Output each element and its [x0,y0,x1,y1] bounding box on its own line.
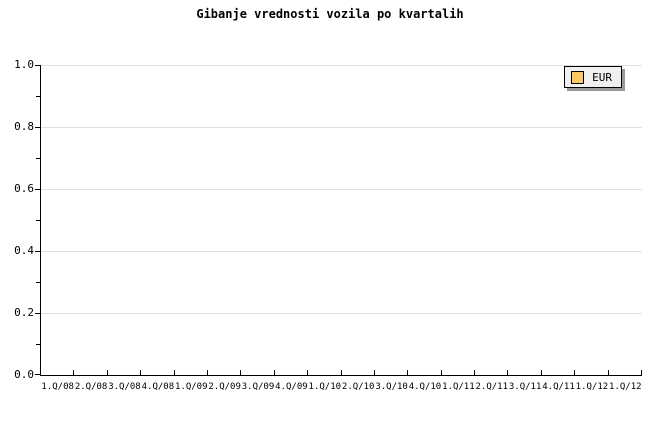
x-tick [541,370,542,375]
y-tick-label: 0.0 [14,368,34,381]
x-tick [441,370,442,375]
y-tick-label: 0.6 [14,182,34,195]
y-minor-tick [36,96,41,97]
x-tick [140,370,141,375]
y-tick-major [35,313,41,314]
y-tick-major [35,251,41,252]
plot-area: 0.0 0.2 0.4 0.6 0.8 1.0 1.Q/08 2.Q/08 3.Q/08 4.Q/… [14,58,642,392]
x-tick-label: 4.Q/09 [275,382,308,392]
y-minor-tick [36,282,41,283]
x-tick [174,370,175,375]
x-tick [107,370,108,375]
x-tick-label: 3.Q/10 [375,382,408,392]
x-tick-label: 1.Q/09 [174,382,208,392]
x-tick-label: 1.Q/08 [41,382,74,392]
x-tick [73,370,74,375]
x-tick [407,370,408,375]
x-tick [641,370,642,375]
x-tick [274,370,275,375]
x-tick-label: 4.Q/10 [408,382,442,392]
x-tick-label: 4.Q/11 [542,382,575,392]
y-tick-major [35,374,41,375]
y-tick-label: 0.2 [14,306,34,319]
x-tick [207,370,208,375]
y-minor-tick [36,220,41,221]
x-tick-label: 3.Q/08 [108,382,141,392]
y-gridline [41,251,642,252]
x-tick-label: 2.Q/09 [208,382,241,392]
y-tick-major [35,65,41,66]
x-tick-label: 2.Q/10 [341,382,375,392]
x-tick-label: 3.Q/09 [241,382,275,392]
y-tick-label: 0.8 [14,120,34,133]
x-tick [608,370,609,375]
y-minor-tick [36,158,41,159]
x-tick [307,370,308,375]
x-tick-label: 1.Q/10 [308,382,342,392]
x-tick [574,370,575,375]
y-gridline [41,313,642,314]
x-tick [374,370,375,375]
x-tick [507,370,508,375]
y-tick-major [35,127,41,128]
x-tick-label: 1.Q/12 [575,382,609,392]
x-tick-label: 4.Q/08 [141,382,175,392]
y-gridline [41,65,642,66]
y-minor-tick [36,344,41,345]
legend-label-eur: EUR [592,70,612,84]
y-tick-label: 0.4 [14,244,34,257]
x-tick [240,370,241,375]
y-tick-label: 1.0 [14,58,34,71]
x-tick-label: 2.Q/08 [74,382,108,392]
x-tick-label: 1.Q/11 [442,382,475,392]
x-tick-label: 2.Q/11 [475,382,509,392]
y-gridline [41,189,642,190]
x-tick [341,370,342,375]
legend: EUR [564,66,622,88]
legend-swatch-eur [571,70,585,84]
x-tick-label: 3.Q/11 [508,382,542,392]
chart-title: Gibanje vrednosti vozila po kvartalih [196,7,464,21]
x-tick [474,370,475,375]
y-gridline [41,127,642,128]
y-tick-major [35,189,41,190]
x-tick-label: 1.Q/12 [609,382,642,392]
